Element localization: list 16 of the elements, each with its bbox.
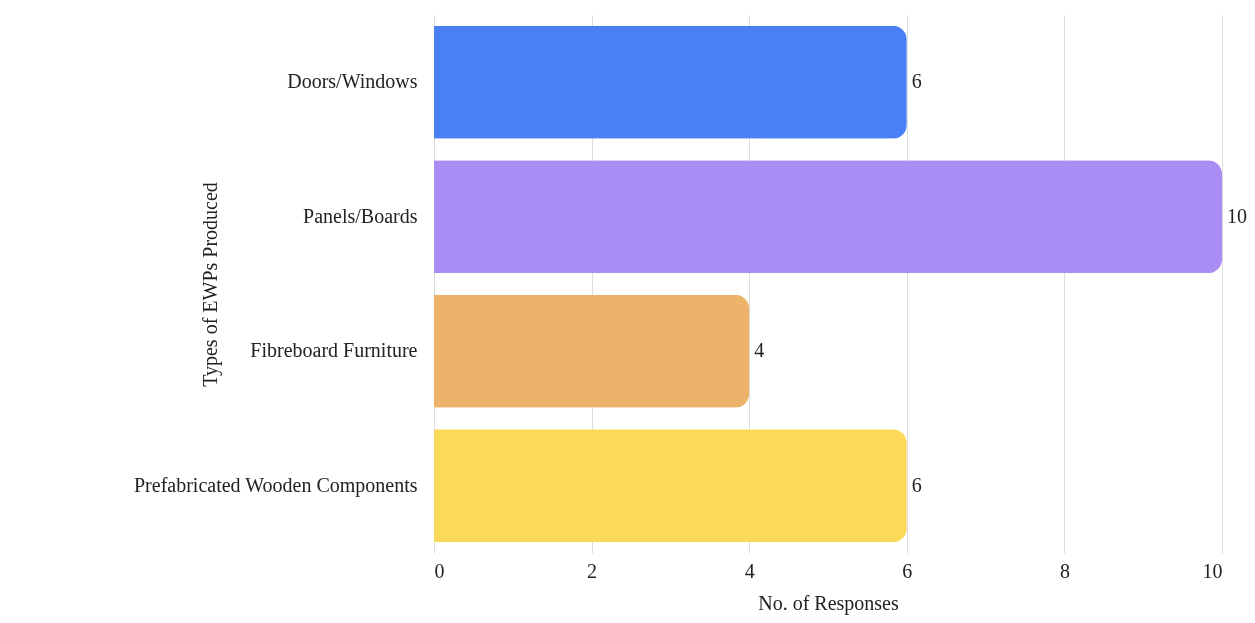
x-tick-label: 2 (587, 559, 598, 582)
x-tick-label: 0 (434, 559, 445, 582)
x-axis-title: No. of Responses (758, 591, 899, 615)
data-label: 6 (911, 70, 922, 93)
x-tick-label: 10 (1202, 559, 1223, 582)
y-tick-label: Doors/Windows (287, 70, 418, 93)
x-tick-label: 6 (902, 559, 913, 582)
data-label: 4 (754, 339, 765, 362)
y-tick-label: Panels/Boards (303, 204, 418, 227)
y-tick-label: Fibreboard Furniture (250, 339, 418, 362)
y-axis-title: Types of EWPs Produced (198, 182, 222, 387)
y-tick-label: Prefabricated Wooden Components (133, 473, 418, 497)
data-label: 10 (1227, 204, 1247, 227)
x-tick-label: 4 (744, 559, 755, 582)
x-tick-label: 8 (1059, 559, 1070, 582)
data-label: 6 (911, 473, 922, 496)
